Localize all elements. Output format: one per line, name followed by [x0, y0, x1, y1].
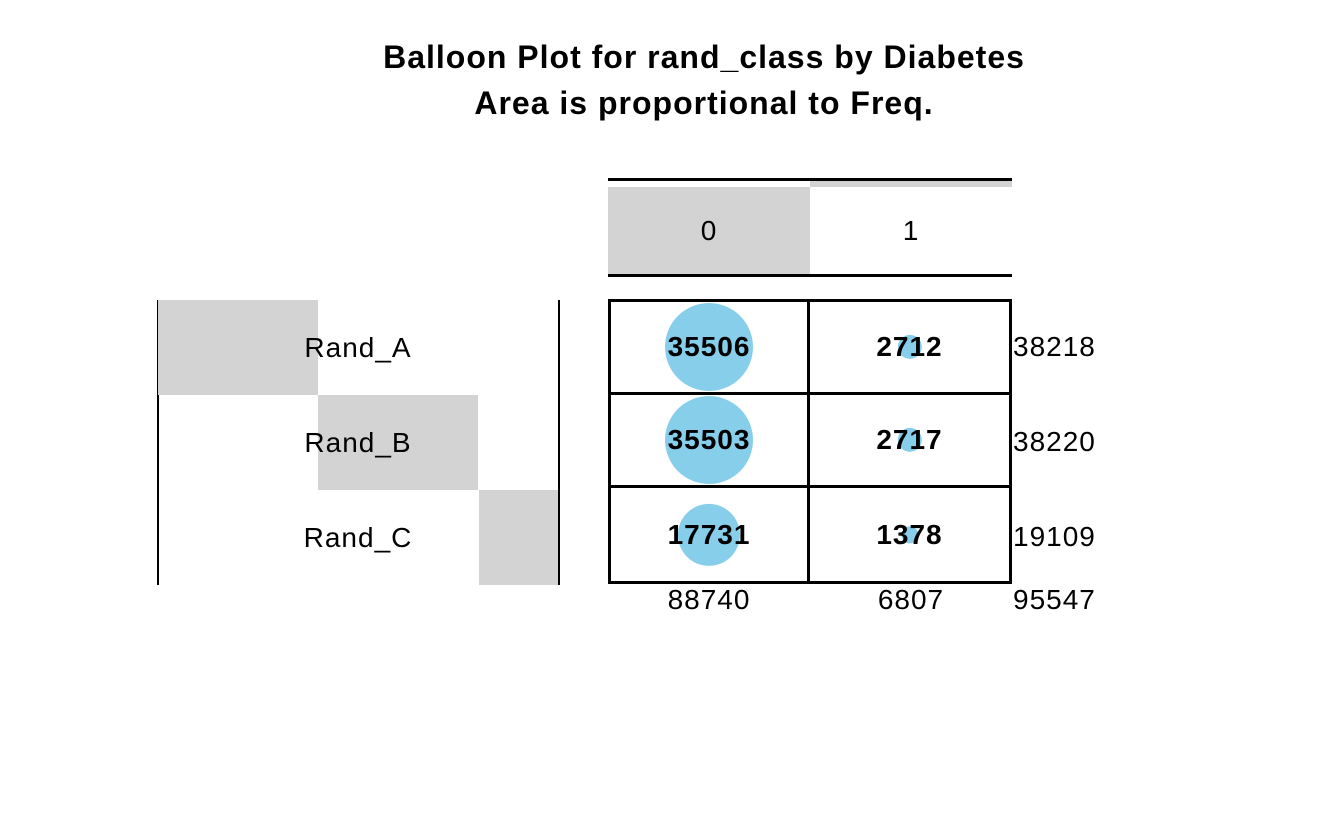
row-label-rand-a: Rand_A [304, 331, 412, 363]
column-total-0: 88740 [667, 584, 751, 615]
balloon-circle [665, 396, 753, 484]
balloon-circle [665, 303, 753, 391]
balloon-circle [897, 427, 922, 453]
cell-value: 35503 [667, 424, 751, 455]
row-label-right-rule [558, 300, 560, 585]
chart-title-line1: Balloon Plot for rand_class by Diabetes [383, 39, 1025, 75]
cell-value: 2712 [876, 331, 943, 362]
row-total-rand-a: 38218 [1013, 330, 1096, 362]
column-label-1: 1 [902, 214, 920, 246]
table-cell-rand-b-1: 2717 [810, 395, 1009, 488]
chart-title: Balloon Plot for rand_class by Diabetes … [204, 34, 1204, 126]
column-1-shading-strip [810, 181, 1012, 187]
balloon-circle [900, 525, 919, 544]
grand-total: 95547 [1013, 584, 1096, 615]
column-0-shading-box [608, 187, 810, 274]
row-1-shading-box [318, 395, 478, 490]
cell-value: 2717 [876, 424, 943, 455]
row-total-rand-b: 38220 [1013, 425, 1096, 457]
table-cell-rand-a-1: 2712 [810, 302, 1009, 395]
chart-subtitle-line2: Area is proportional to Freq. [474, 85, 934, 121]
balloon-circle [897, 334, 922, 360]
row-label-rand-c: Rand_C [303, 521, 413, 553]
cell-value: 1378 [876, 518, 943, 550]
row-0-shading-box [158, 300, 318, 395]
table-cell-rand-c-1: 1378 [810, 488, 1009, 581]
column-label-0: 0 [700, 214, 718, 246]
table-cell-rand-a-0: 35506 [611, 302, 810, 395]
row-2-shading-box [479, 490, 558, 585]
table-cell-rand-c-0: 17731 [611, 488, 810, 581]
balloon-circle [677, 503, 741, 566]
cell-value: 35506 [667, 331, 751, 362]
row-label-left-rule [157, 300, 159, 585]
row-label-rand-b: Rand_B [304, 426, 412, 458]
column-header-bottom-rule [608, 274, 1012, 277]
balloon-table: 35506 2712 35503 2717 17731 1378 [608, 299, 1012, 584]
row-total-rand-c: 19109 [1013, 520, 1096, 552]
table-cell-rand-b-0: 35503 [611, 395, 810, 488]
column-total-1: 6807 [877, 584, 945, 615]
column-header-top-rule [608, 178, 1012, 181]
cell-value: 17731 [667, 518, 751, 550]
